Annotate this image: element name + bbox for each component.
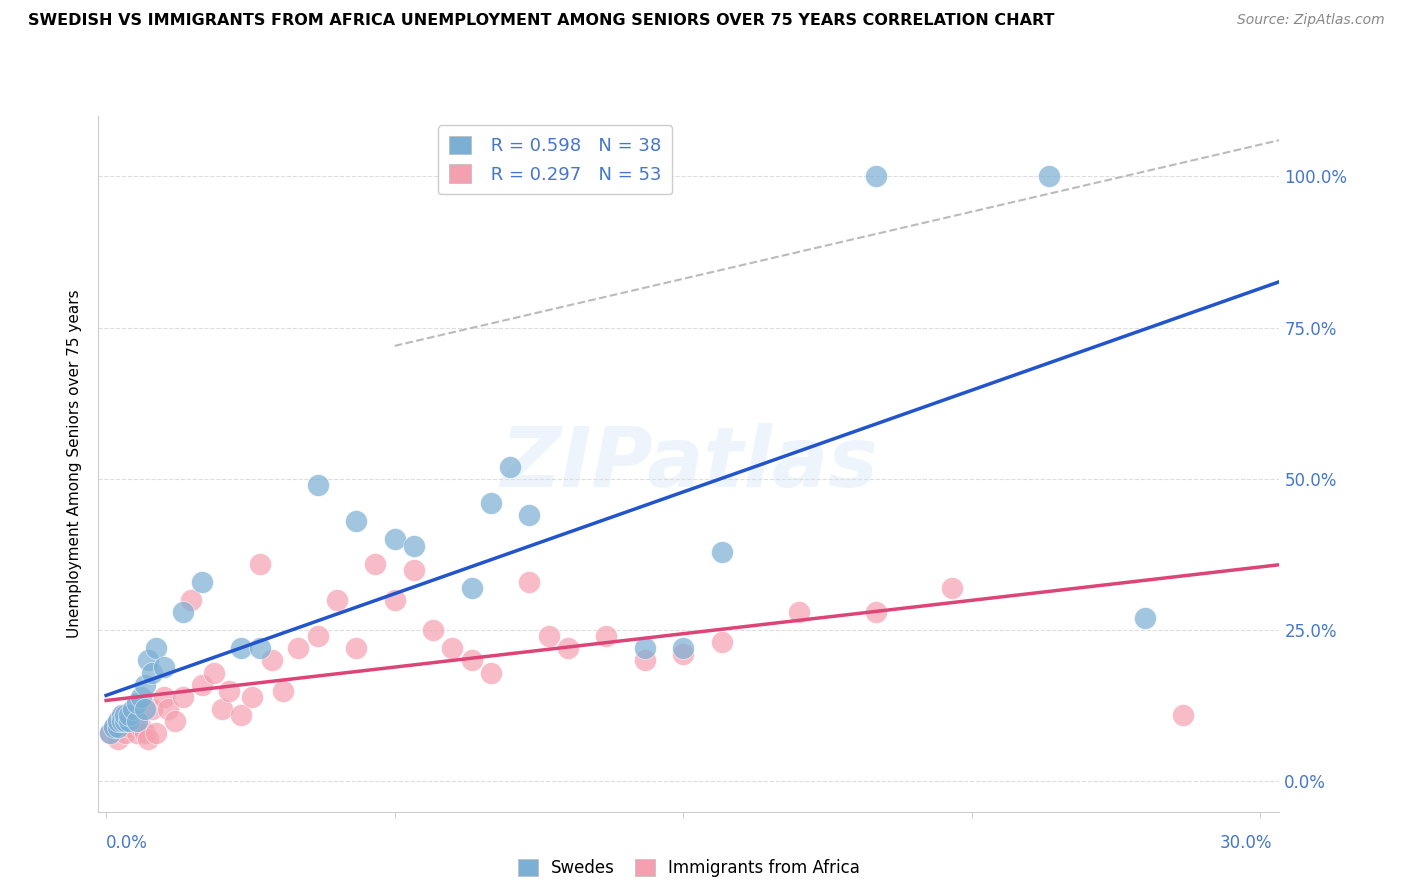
Text: SWEDISH VS IMMIGRANTS FROM AFRICA UNEMPLOYMENT AMONG SENIORS OVER 75 YEARS CORRE: SWEDISH VS IMMIGRANTS FROM AFRICA UNEMPL… [28,13,1054,29]
Point [107,720,129,734]
Y-axis label: Unemployment Among Seniors over 75 years: Unemployment Among Seniors over 75 years [67,290,83,638]
Point [672,641,695,656]
Point [422,624,444,638]
Point [141,665,163,680]
Point [384,593,406,607]
Point [129,690,152,704]
Point [326,593,349,607]
Point [156,702,179,716]
Point [260,653,283,667]
Point [172,605,194,619]
Point [138,653,160,667]
Point [114,714,136,728]
Point [107,714,129,728]
Point [134,678,156,692]
Point [1133,611,1156,625]
Point [141,702,163,716]
Point [153,659,176,673]
Point [110,714,132,728]
Point [537,629,560,643]
Point [307,478,329,492]
Point [1173,707,1195,722]
Point [107,732,129,747]
Point [229,707,252,722]
Point [1038,169,1060,184]
Point [710,635,733,649]
Point [287,641,309,656]
Point [229,641,252,656]
Point [125,726,148,740]
Point [122,702,145,716]
Point [145,726,167,740]
Point [710,544,733,558]
Point [517,508,540,523]
Point [249,641,271,656]
Point [153,690,176,704]
Point [344,514,367,528]
Point [118,714,141,728]
Point [202,665,225,680]
Point [114,714,136,728]
Point [118,707,141,722]
Point [364,557,387,571]
Point [460,581,482,595]
Point [249,557,271,571]
Point [460,653,482,667]
Point [402,563,425,577]
Point [941,581,963,595]
Point [499,459,522,474]
Point [344,641,367,656]
Point [138,732,160,747]
Point [118,707,141,722]
Point [122,714,145,728]
Point [110,707,132,722]
Point [557,641,579,656]
Point [634,653,657,667]
Point [107,714,129,728]
Point [191,574,214,589]
Point [384,533,406,547]
Point [441,641,464,656]
Text: 0.0%: 0.0% [105,834,148,852]
Point [402,539,425,553]
Point [240,690,263,704]
Point [218,683,240,698]
Point [211,702,233,716]
Legend: Swedes, Immigrants from Africa: Swedes, Immigrants from Africa [510,852,868,883]
Point [634,641,657,656]
Point [125,696,148,710]
Point [180,593,202,607]
Point [165,714,187,728]
Point [787,605,810,619]
Point [865,605,887,619]
Point [517,574,540,589]
Text: 30.0%: 30.0% [1220,834,1272,852]
Point [271,683,294,698]
Point [98,726,121,740]
Point [191,678,214,692]
Point [672,648,695,662]
Point [103,720,125,734]
Text: Source: ZipAtlas.com: Source: ZipAtlas.com [1237,13,1385,28]
Point [110,720,132,734]
Point [145,641,167,656]
Point [114,707,136,722]
Point [134,726,156,740]
Point [865,169,887,184]
Point [134,702,156,716]
Point [129,720,152,734]
Text: ZIPatlas: ZIPatlas [501,424,877,504]
Point [118,720,141,734]
Point [114,726,136,740]
Point [479,496,502,510]
Point [103,720,125,734]
Point [98,726,121,740]
Point [479,665,502,680]
Point [125,714,148,728]
Point [110,707,132,722]
Point [307,629,329,643]
Point [595,629,617,643]
Point [172,690,194,704]
